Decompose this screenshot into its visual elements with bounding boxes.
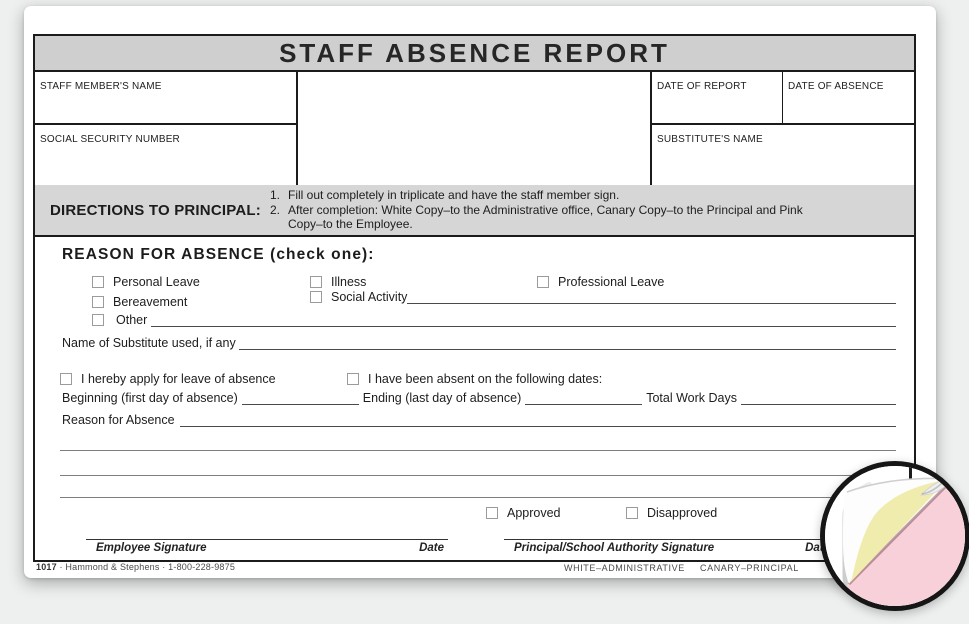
checkbox-approved[interactable] [486,507,498,519]
option-personal-leave: Personal Leave [92,275,200,289]
field-substitute-name[interactable]: SUBSTITUTE'S NAME [652,125,914,185]
reason-writein-line-3[interactable] [60,475,896,476]
checkbox-bereavement[interactable] [92,296,104,308]
directions-list: 1. Fill out completely in triplicate and… [270,188,813,232]
date-of-report-label: DATE OF REPORT [657,81,747,92]
pink-copy-sheet [839,481,965,606]
employee-signature-label: Employee Signature [96,542,207,554]
beginning-writein-line[interactable] [241,392,359,405]
substitute-used-writein-line[interactable] [238,337,896,350]
directions-item-2-text: After completion: White Copy–to the Admi… [288,202,803,232]
checkbox-professional-leave[interactable] [537,276,549,288]
employee-signature-line[interactable]: Employee Signature Date [86,539,448,554]
professional-leave-label: Professional Leave [558,275,665,289]
header-right-column: DATE OF REPORT DATE OF ABSENCE SUBSTITUT… [652,72,914,185]
checkbox-apply-leave[interactable] [60,373,72,385]
checkbox-other[interactable] [92,314,104,326]
option-professional-leave: Professional Leave [537,275,664,289]
apply-leave-label: I hereby apply for leave of absence [81,372,276,386]
social-activity-label: Social Activity [331,290,408,304]
title-bar: STAFF ABSENCE REPORT [35,36,914,72]
substitute-used-row: Name of Substitute used, if any [62,336,896,350]
header-fields: STAFF MEMBER'S NAME SOCIAL SECURITY NUMB… [35,72,914,185]
option-apply-leave: I hereby apply for leave of absence [60,372,276,386]
option-illness: Illness [310,275,366,289]
principal-signature-label: Principal/School Authority Signature [514,542,715,554]
option-social-activity: Social Activity [310,290,896,304]
header-dates-row: DATE OF REPORT DATE OF ABSENCE [652,72,914,125]
canary-copy-sheet [849,480,947,584]
approved-label: Approved [507,506,561,520]
directions-item-1: 1. Fill out completely in triplicate and… [270,188,813,203]
field-date-of-report[interactable]: DATE OF REPORT [652,72,783,123]
total-work-days-label: Total Work Days [646,391,737,405]
total-work-days-writein-line[interactable] [741,392,896,405]
checkbox-social-activity[interactable] [310,291,322,303]
option-other: Other [92,313,896,327]
social-activity-writein-line[interactable] [407,291,896,304]
ending-writein-line[interactable] [525,392,643,405]
other-writein-line[interactable] [151,314,896,327]
paper-peel-graphic [825,466,965,606]
social-security-number-label: SOCIAL SECURITY NUMBER [40,134,180,145]
reason-for-absence-label: Reason for Absence [62,413,175,427]
option-approved: Approved [486,506,561,520]
directions-item-1-number: 1. [270,188,281,203]
bereavement-label: Bereavement [113,295,188,309]
form-number-vendor-line: 1017 · Hammond & Stephens · 1-800-228-98… [36,562,235,572]
ending-label: Ending (last day of absence) [362,391,522,405]
header-blank-box[interactable] [298,72,652,185]
vendor-phone-text: · Hammond & Stephens · 1-800-228-9875 [56,562,236,572]
form-border-area: STAFF ABSENCE REPORT STAFF MEMBER'S NAME… [33,34,916,562]
directions-item-1-text: Fill out completely in triplicate and ha… [288,188,620,203]
directions-item-2: 2. After completion: White Copy–to the A… [270,203,813,232]
beginning-label: Beginning (first day of absence) [62,391,238,405]
copy-canary-principal-label: CANARY–PRINCIPAL [700,563,799,573]
personal-leave-label: Personal Leave [113,275,200,289]
reason-writein-line-4[interactable] [60,497,896,498]
form-title: STAFF ABSENCE REPORT [279,37,670,68]
field-staff-member-name[interactable]: STAFF MEMBER'S NAME [35,72,296,125]
illness-label: Illness [331,275,367,289]
white-copy-sheet [843,479,946,584]
magnified-border-fragment [909,466,912,482]
employee-date-label: Date [419,542,444,554]
option-disapproved: Disapproved [626,506,717,520]
substitute-name-label: SUBSTITUTE'S NAME [657,134,763,145]
option-bereavement: Bereavement [92,295,187,309]
absent-dates-label: I have been absent on the following date… [368,372,603,386]
reason-writein-line-2[interactable] [60,450,896,451]
header-left-column: STAFF MEMBER'S NAME SOCIAL SECURITY NUMB… [35,72,298,185]
corner-curl-shadow [921,481,944,495]
directions-item-2-number: 2. [270,202,281,217]
absence-dates-row: Beginning (first day of absence) Ending … [62,391,896,405]
principal-signature-line[interactable]: Principal/School Authority Signature Dat… [504,539,834,554]
reason-section-heading: REASON FOR ABSENCE (check one): [62,246,375,263]
peel-seam-shadow [847,481,951,586]
reason-writein-line-1[interactable] [179,414,896,427]
directions-label: DIRECTIONS TO PRINCIPAL: [50,201,261,219]
checkbox-illness[interactable] [310,276,322,288]
option-absent-dates: I have been absent on the following date… [347,372,602,386]
field-date-of-absence[interactable]: DATE OF ABSENCE [783,72,914,123]
checkbox-absent-dates[interactable] [347,373,359,385]
checkbox-personal-leave[interactable] [92,276,104,288]
disapproved-label: Disapproved [647,506,718,520]
substitute-used-label: Name of Substitute used, if any [62,336,236,350]
date-of-absence-label: DATE OF ABSENCE [788,81,884,92]
checkbox-disapproved[interactable] [626,507,638,519]
other-label: Other [116,313,148,327]
directions-band: DIRECTIONS TO PRINCIPAL: 1. Fill out com… [35,185,914,237]
reason-for-absence-row: Reason for Absence [62,413,896,427]
copy-white-administrative-label: WHITE–ADMINISTRATIVE [564,563,685,573]
form-number: 1017 [36,562,57,572]
field-social-security-number[interactable]: SOCIAL SECURITY NUMBER [35,125,296,185]
triplicate-copies-inset [820,461,969,611]
staff-member-name-label: STAFF MEMBER'S NAME [40,81,162,92]
paper-form-sheet: STAFF ABSENCE REPORT STAFF MEMBER'S NAME… [24,6,936,578]
